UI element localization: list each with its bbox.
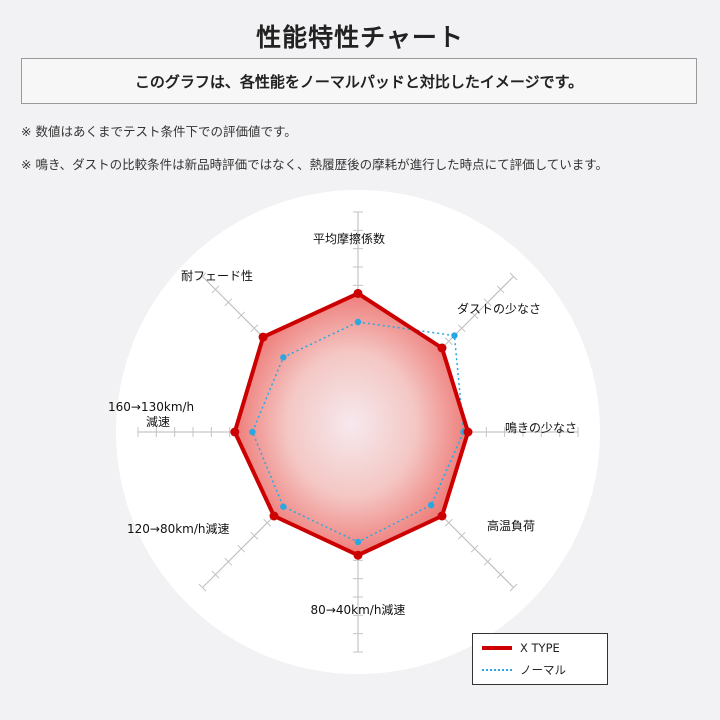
axis-tick [444,337,453,346]
point-x-type [353,288,363,298]
axis-tick [496,285,505,294]
chart-legend: X TYPE ノーマル [472,633,608,685]
axis-tick [224,557,233,566]
legend-swatch-normal [482,669,512,671]
legend-label-x-type: X TYPE [520,641,560,655]
axis-tick [509,583,518,592]
page-title: 性能特性チャート [256,23,464,52]
axis-label: 160→130km/h 減速 [108,400,194,429]
axis-tick [496,570,505,579]
axis-label: 耐フェード性 [181,269,253,283]
point-normal [280,503,287,510]
axis-tick [237,544,246,553]
axis-tick [509,272,518,281]
legend-label-normal: ノーマル [520,663,566,677]
point-x-type [258,332,268,342]
legend-item-x-type: X TYPE [482,641,560,655]
axis-tick [211,570,220,579]
point-x-type [230,427,240,437]
axis-tick [483,298,492,307]
axis-tick [250,531,259,540]
axis-tick [483,557,492,566]
axis-tick [444,518,453,527]
axis-tick [250,324,259,333]
point-x-type [353,550,363,560]
axis-tick [263,518,272,527]
point-normal [354,538,362,546]
note-comparison-conditions: ※ 鳴き、ダストの比較条件は新品時評価ではなく、熱履歴後の摩耗が進行した時点にて… [21,157,608,172]
axis-tick [457,324,466,333]
axis-label: ダストの少なさ [457,301,541,316]
axis-tick [211,285,220,294]
point-x-type [269,511,279,521]
axis-tick [470,311,479,320]
axis-tick [224,298,233,307]
subtitle-box: このグラフは、各性能をノーマルパッドと対比したイメージです。 [21,58,697,104]
series-area-x-type [234,293,468,556]
point-normal [427,501,435,509]
axis-tick [237,311,246,320]
axis-label: 高温負荷 [487,518,535,533]
legend-item-normal: ノーマル [482,662,566,678]
axis-tick [198,272,207,281]
axis-label: 平均摩擦係数 [313,231,385,246]
note-test-conditions: ※ 数値はあくまでテスト条件下での評価値です。 [21,124,297,139]
axis-tick [470,544,479,553]
point-normal [451,332,458,339]
subtitle-text: このグラフは、各性能をノーマルパッドと対比したイメージです。 [134,72,584,91]
point-x-type [463,427,473,437]
point-x-type [437,343,447,353]
point-normal [249,428,256,436]
axis-label: 120→80km/h減速 [127,521,230,536]
point-normal [354,318,362,326]
point-normal [280,354,287,361]
point-x-type [437,511,447,521]
legend-swatch-x-type [482,646,512,650]
chart-series [230,288,473,560]
axis-label: 鳴きの少なさ [505,421,577,435]
axis-tick [198,583,207,592]
axis-tick [457,531,466,540]
axis-label: 80→40km/h減速 [311,602,406,617]
